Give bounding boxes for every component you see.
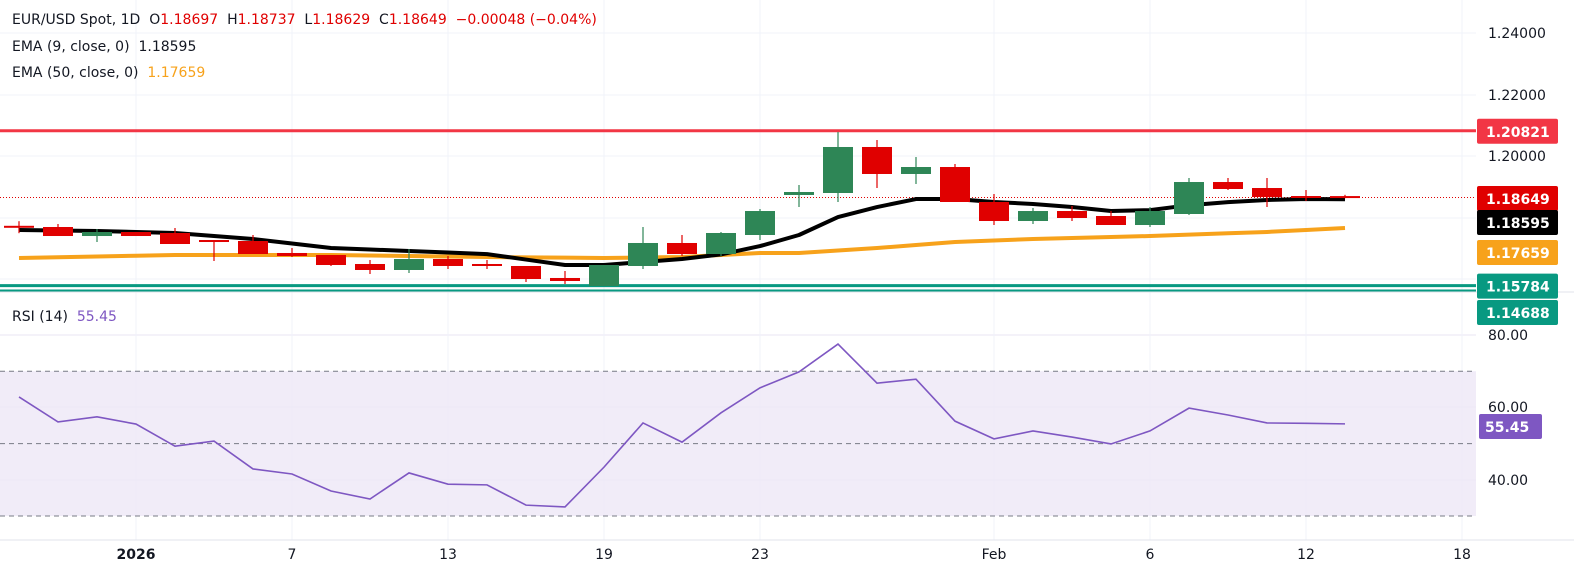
low-value: 1.18629 — [312, 12, 371, 28]
level-tag — [1477, 118, 1558, 144]
candle-up — [784, 192, 814, 195]
ema50-label: EMA (50, close, 0) — [12, 65, 139, 81]
candle-down — [1252, 188, 1282, 197]
time-tick: 7 — [288, 547, 297, 563]
time-tick: 12 — [1297, 547, 1315, 563]
rsi-value: 55.45 — [76, 309, 117, 325]
candle-down — [316, 255, 346, 266]
time-tick: 19 — [595, 547, 613, 563]
rsi-tick: 60.00 — [1488, 400, 1528, 416]
level-tag — [1477, 273, 1558, 299]
candle-down — [1057, 211, 1087, 218]
time-tick: Feb — [982, 547, 1007, 563]
time-tick: 2026 — [117, 547, 156, 563]
candle-up — [82, 232, 112, 237]
rsi-tick: 40.00 — [1488, 473, 1528, 489]
low-label: L — [304, 12, 313, 28]
open-label: O — [149, 12, 161, 28]
rsi-last-tag — [1479, 414, 1542, 439]
open-value: 1.18697 — [160, 12, 219, 28]
candle-down — [238, 240, 268, 255]
level-tag — [1477, 300, 1558, 325]
close-label: C — [379, 12, 389, 28]
candle-up — [628, 242, 658, 266]
ema9-line — [18, 197, 1346, 268]
price-tick: 1.22000 — [1488, 88, 1546, 104]
price-tick: 1.20000 — [1488, 149, 1546, 165]
candle-down — [511, 265, 541, 279]
candle-down — [160, 232, 190, 245]
high-value: 1.18737 — [237, 12, 296, 28]
candle-down — [667, 242, 697, 255]
rsi-tick: 80.00 — [1488, 328, 1528, 344]
time-axis[interactable]: 2026 7 13 19 23 Feb 6 12 18 — [0, 539, 1574, 563]
candle-up — [394, 259, 424, 270]
rsi-axis[interactable]: 80.00 60.00 40.00 55.45 — [1479, 328, 1542, 489]
ema50-legend: EMA (50, close, 0) 1.17659 — [12, 65, 205, 81]
candle-down — [4, 225, 34, 228]
candle-up — [901, 167, 931, 174]
candle-up — [1135, 211, 1165, 226]
price-tags: 1.20821 1.15784 1.14688 1.18649 1.18595 1.176… — [1477, 118, 1558, 325]
price-tag — [1477, 240, 1558, 265]
candle-down — [862, 146, 892, 174]
symbol-name: EUR/USD Spot, 1D — [12, 12, 141, 28]
level-tag-text: 1.14688 — [1486, 306, 1550, 322]
candle-down — [472, 263, 502, 266]
level-tag-text: 1.20821 — [1486, 125, 1550, 141]
candle-up — [589, 265, 619, 287]
candle-up — [1018, 211, 1048, 222]
candle-up — [745, 211, 775, 235]
candle-down — [355, 263, 385, 270]
high-label: H — [227, 12, 238, 28]
candle-down — [979, 202, 1009, 222]
change-value: −0.00048 (−0.04%) — [455, 12, 597, 28]
price-tag — [1477, 186, 1558, 211]
rsi-last-tag-text: 55.45 — [1485, 420, 1529, 436]
level-tag-text: 1.15784 — [1486, 280, 1550, 296]
price-tag-text: 1.18595 — [1486, 216, 1550, 232]
time-tick: 6 — [1146, 547, 1155, 563]
symbol-legend: EUR/USD Spot, 1D O1.18697 H1.18737 L1.18… — [12, 12, 597, 28]
ema9-legend: EMA (9, close, 0) 1.18595 — [12, 39, 196, 55]
price-tag — [1477, 210, 1558, 235]
candle-down — [277, 252, 307, 256]
price-tick: 1.24000 — [1488, 26, 1546, 42]
rsi-label: RSI (14) — [12, 309, 68, 325]
price-tag-text: 1.17659 — [1486, 246, 1550, 262]
candles — [4, 132, 1360, 287]
candle-down — [1330, 196, 1360, 199]
candle-down — [1096, 215, 1126, 226]
candle-down — [121, 232, 151, 237]
ema50-value: 1.17659 — [147, 65, 206, 81]
ema9-value: 1.18595 — [138, 39, 197, 55]
candle-down — [1213, 182, 1243, 189]
time-tick: 23 — [751, 547, 769, 563]
candle-up — [823, 146, 853, 193]
candle-down — [433, 259, 463, 266]
time-tick: 13 — [439, 547, 457, 563]
candle-down — [940, 167, 970, 203]
price-tag-text: 1.18649 — [1486, 192, 1550, 208]
time-tick: 18 — [1453, 547, 1471, 563]
rsi-reference-lines — [0, 370, 1476, 517]
rsi-line — [18, 343, 1346, 508]
rsi-legend: RSI (14) 55.45 — [12, 309, 117, 325]
price-axis[interactable]: 1.24000 1.22000 1.20000 — [1488, 26, 1546, 165]
candle-up — [706, 232, 736, 255]
close-value: 1.18649 — [388, 12, 447, 28]
candle-down — [199, 240, 229, 243]
candle-down — [550, 277, 580, 281]
ema9-label: EMA (9, close, 0) — [12, 39, 130, 55]
candle-down — [43, 227, 73, 237]
candle-down — [1291, 196, 1321, 199]
candle-up — [1174, 182, 1204, 214]
horizontal-levels[interactable] — [0, 129, 1476, 293]
